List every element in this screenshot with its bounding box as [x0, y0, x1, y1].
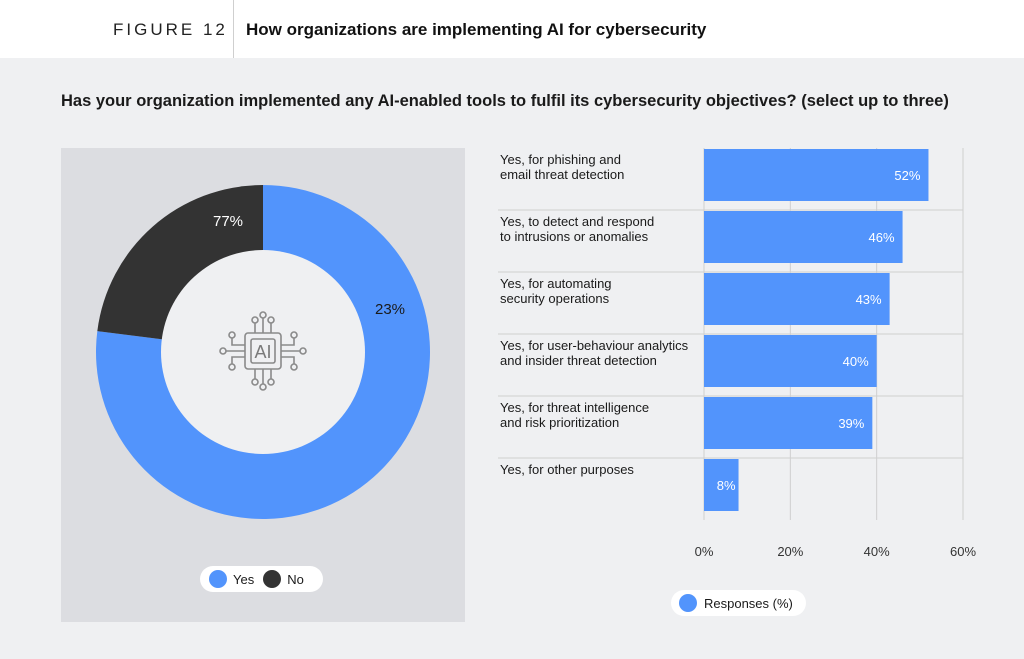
figure-label: FIGURE 12 — [113, 20, 228, 39]
figure-title: How organizations are implementing AI fo… — [246, 20, 707, 39]
figure-header: FIGURE 12 How organizations are implemen… — [0, 0, 1024, 58]
legend-label-no: No — [287, 571, 304, 587]
donut-legend: Yes No — [200, 566, 323, 592]
legend-item-no: No — [263, 570, 304, 588]
legend-swatch-no — [263, 570, 282, 588]
legend-label-responses: Responses (%) — [704, 595, 793, 611]
header-divider — [233, 0, 234, 58]
legend-item-yes: Yes — [209, 570, 254, 588]
legend-label-yes: Yes — [233, 571, 255, 587]
legend-swatch-responses — [679, 594, 697, 612]
survey-question: Has your organization implemented any AI… — [61, 92, 949, 110]
bar-legend: Responses (%) — [671, 590, 806, 616]
donut-chart-panel — [61, 148, 465, 622]
legend-swatch-yes — [209, 570, 227, 588]
